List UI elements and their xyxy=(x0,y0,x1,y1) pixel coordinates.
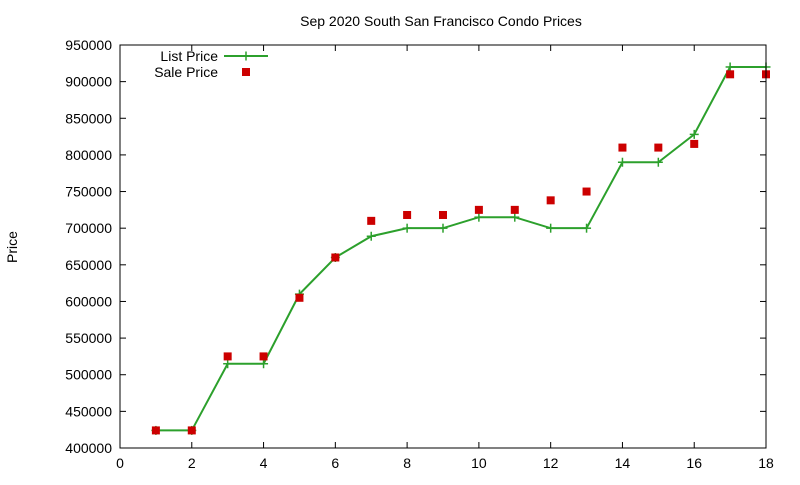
x-tick-label: 4 xyxy=(260,455,268,471)
y-tick-label: 900000 xyxy=(65,74,112,90)
data-point xyxy=(151,426,160,435)
x-tick-label: 10 xyxy=(471,455,487,471)
x-tick-label: 16 xyxy=(686,455,702,471)
data-point xyxy=(439,210,447,219)
data-point xyxy=(546,196,555,205)
x-tick-label: 14 xyxy=(615,455,631,471)
x-tick-label: 0 xyxy=(116,455,124,471)
data-point xyxy=(690,139,699,148)
data-point xyxy=(654,143,663,152)
data-point xyxy=(402,223,412,233)
x-tick-label: 12 xyxy=(543,455,559,471)
x-tick-label: 2 xyxy=(188,455,196,471)
data-point xyxy=(403,210,412,219)
data-point xyxy=(331,253,340,262)
data-point xyxy=(187,426,196,435)
x-tick-label: 18 xyxy=(758,455,774,471)
data-point xyxy=(259,352,268,361)
chart-title: Sep 2020 South San Francisco Condo Price… xyxy=(300,13,582,29)
y-tick-label: 650000 xyxy=(65,257,112,273)
ticks-layer: 400000 450000 500000 550000 600000 650000 7000… xyxy=(65,37,774,471)
y-tick-label: 850000 xyxy=(65,110,112,126)
y-tick-label: 750000 xyxy=(65,184,112,200)
y-tick-label: 400000 xyxy=(65,440,112,456)
data-point xyxy=(474,212,484,222)
data-point xyxy=(582,187,591,196)
y-tick-label: 500000 xyxy=(65,367,112,383)
data-point xyxy=(510,212,520,222)
data-point xyxy=(259,359,269,369)
y-tick-label: 550000 xyxy=(65,330,112,346)
data-point xyxy=(617,157,627,167)
data-point xyxy=(618,143,627,152)
data-point xyxy=(546,223,556,233)
series-line xyxy=(155,65,766,432)
data-point xyxy=(582,223,592,233)
y-tick-label: 800000 xyxy=(65,147,112,163)
data-point xyxy=(510,205,519,214)
legend-swatch-marker xyxy=(241,51,251,61)
data-point xyxy=(653,157,663,167)
y-tick-label: 600000 xyxy=(65,293,112,309)
x-tick-label: 8 xyxy=(403,455,411,471)
legend-swatch-marker xyxy=(242,68,250,76)
data-point xyxy=(474,205,483,214)
series-layer xyxy=(151,62,771,435)
data-point xyxy=(295,293,304,302)
data-point xyxy=(689,129,699,139)
y-tick-label: 700000 xyxy=(65,220,112,236)
data-point xyxy=(438,223,448,233)
y-tick-label: 450000 xyxy=(65,403,112,419)
x-tick-label: 6 xyxy=(331,455,339,471)
data-point xyxy=(366,231,376,241)
legend-label: List Price xyxy=(160,48,218,64)
series-sale-price xyxy=(151,70,770,435)
legend-label: Sale Price xyxy=(154,64,218,80)
plot-frame xyxy=(119,44,767,449)
series-list-price xyxy=(151,62,771,435)
data-point xyxy=(223,352,232,361)
data-point xyxy=(223,359,233,369)
y-axis-label: Price xyxy=(4,231,20,263)
data-point xyxy=(725,62,735,72)
data-point xyxy=(367,216,376,225)
legend-item: List Price xyxy=(160,48,268,64)
y-tick-label: 950000 xyxy=(65,37,112,53)
legend-item: Sale Price xyxy=(154,64,250,80)
data-point xyxy=(726,70,735,79)
